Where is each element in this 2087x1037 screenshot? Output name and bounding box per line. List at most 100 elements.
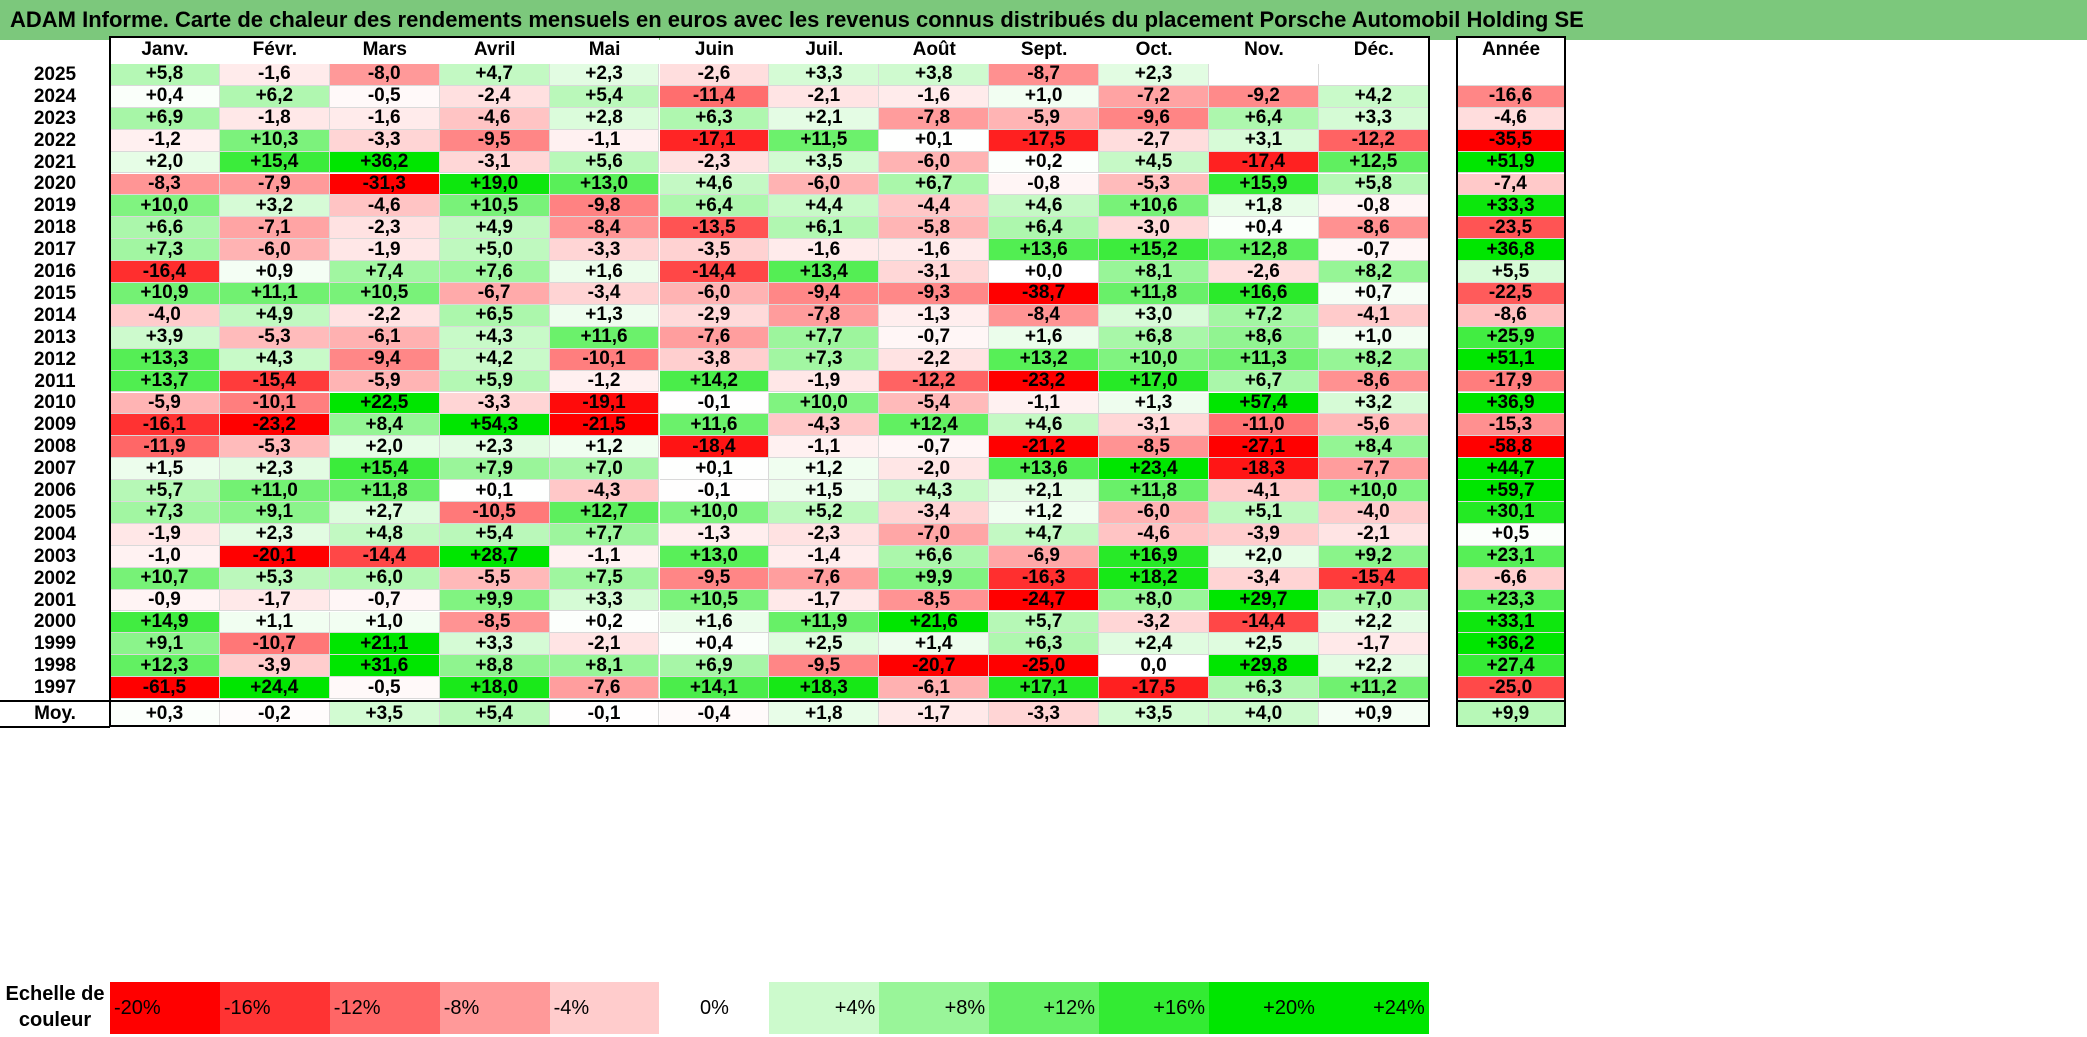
heatmap-cell: +4,2	[1318, 85, 1429, 108]
month-header-9: Sept.	[989, 36, 1100, 64]
heatmap-cell: +2,8	[549, 107, 660, 130]
heatmap-cell: -9,2	[1209, 85, 1319, 108]
heatmap-cell: -6,9	[989, 545, 1100, 568]
heatmap-cell: +7,7	[769, 326, 880, 349]
heatmap-cell: -3,1	[1099, 414, 1209, 437]
heatmap-cell: -1,9	[769, 370, 880, 393]
heatmap-cell: -1,1	[769, 436, 880, 459]
average-cell: +4,0	[1209, 702, 1319, 727]
heatmap-cell: +12,7	[549, 501, 660, 524]
heatmap-cell: +4,8	[329, 523, 440, 546]
heatmap-cell: -7,6	[659, 326, 770, 349]
heatmap-cell: -18,4	[659, 436, 770, 459]
heatmap-cell: +0,4	[659, 633, 770, 656]
heatmap-cell: +6,5	[439, 304, 550, 327]
heatmap-cell: +1,6	[989, 326, 1100, 349]
heatmap-cell: -4,6	[439, 107, 550, 130]
heatmap-cell: +17,0	[1099, 370, 1209, 393]
heatmap-cell: -7,1	[219, 217, 330, 240]
heatmap-cell: -5,6	[1318, 414, 1429, 437]
heatmap-cell: -9,4	[329, 348, 440, 371]
heatmap-cell: +28,7	[439, 545, 550, 568]
average-cell: +0,3	[110, 702, 220, 727]
heatmap-cell: -8,6	[1318, 217, 1429, 240]
year-label: 2015	[0, 283, 110, 305]
heatmap-cell: -5,5	[439, 567, 550, 590]
heatmap-cell: +4,4	[769, 195, 880, 218]
heatmap-cell: -6,0	[769, 173, 880, 196]
heatmap-cell: -9,3	[879, 282, 990, 305]
heatmap-cell: -3,0	[1099, 217, 1209, 240]
heatmap-cell: +29,7	[1209, 589, 1319, 612]
heatmap-cell: -1,1	[989, 392, 1100, 415]
heatmap-cell: -5,3	[1099, 173, 1209, 196]
heatmap-cell: -4,0	[1318, 501, 1429, 524]
color-scale-swatch: -20%	[110, 982, 220, 1034]
heatmap-cell: -3,4	[879, 501, 990, 524]
heatmap-cell: -2,4	[439, 85, 550, 108]
heatmap-cell: +11,3	[1209, 348, 1319, 371]
heatmap-cell: +5,7	[110, 480, 220, 502]
average-cell: -0,1	[549, 702, 660, 727]
heatmap-cell: -15,4	[1318, 567, 1429, 590]
heatmap-cell: -1,6	[769, 239, 880, 262]
heatmap-cell: +15,2	[1099, 239, 1209, 262]
heatmap-cell: +6,4	[1209, 107, 1319, 130]
heatmap-cell: +11,1	[219, 282, 330, 305]
heatmap-cell: -7,2	[1099, 85, 1209, 108]
heatmap-cell	[1209, 64, 1319, 86]
heatmap-cell: +6,4	[659, 195, 770, 218]
heatmap-cell: +6,4	[989, 217, 1100, 240]
heatmap-cell: -2,3	[659, 151, 770, 174]
month-header-12: Déc.	[1318, 36, 1429, 64]
heatmap-cell: -4,3	[549, 480, 660, 502]
heatmap-cell: -2,9	[659, 304, 770, 327]
heatmap-cell: +12,5	[1318, 151, 1429, 174]
annual-cell: -23,5	[1457, 217, 1565, 240]
heatmap-cell: +13,3	[110, 348, 220, 371]
year-label: 2002	[0, 568, 110, 590]
annual-cell: +59,7	[1457, 480, 1565, 502]
heatmap-cell: +0,9	[219, 261, 330, 283]
heatmap-cell: +3,9	[110, 326, 220, 349]
month-header-4: Avril	[439, 36, 550, 64]
heatmap-cell: +12,3	[110, 655, 220, 678]
heatmap-cell: -1,9	[110, 523, 220, 546]
heatmap-cell: +1,0	[329, 611, 440, 634]
month-header-8: Août	[879, 36, 990, 64]
heatmap-cell: -3,4	[1209, 567, 1319, 590]
heatmap-cell: -9,5	[659, 567, 770, 590]
heatmap-cell: -7,6	[549, 677, 660, 700]
heatmap-cell: +3,2	[219, 195, 330, 218]
heatmap-cell: +2,7	[329, 501, 440, 524]
year-label: 2019	[0, 195, 110, 218]
average-separator	[0, 700, 110, 703]
heatmap-cell: -16,3	[989, 567, 1100, 590]
heatmap-cell: +11,8	[329, 480, 440, 502]
year-label: 2003	[0, 546, 110, 568]
heatmap-cell: +0,4	[110, 85, 220, 108]
year-label: 2010	[0, 392, 110, 415]
heatmap-cell: +2,0	[329, 436, 440, 459]
color-scale-label: Echelle de couleur	[5, 983, 105, 1031]
month-header-2: Févr.	[219, 36, 330, 64]
heatmap-cell: +6,9	[110, 107, 220, 130]
heatmap-cell: -0,8	[989, 173, 1100, 196]
year-label: 2011	[0, 371, 110, 393]
heatmap-cell: +1,0	[989, 85, 1100, 108]
year-label: 2012	[0, 349, 110, 371]
heatmap-cell: +5,4	[439, 523, 550, 546]
heatmap-cell: -17,5	[989, 129, 1100, 152]
heatmap-cell: +1,6	[659, 611, 770, 634]
heatmap-cell: +1,1	[219, 611, 330, 634]
heatmap-cell: +0,7	[1318, 282, 1429, 305]
heatmap-cell: +13,6	[989, 239, 1100, 262]
heatmap-cell: +11,5	[769, 129, 880, 152]
average-cell: -0,2	[219, 702, 330, 727]
annual-cell: +25,9	[1457, 326, 1565, 349]
heatmap-cell: -3,3	[439, 392, 550, 415]
heatmap-cell: -3,2	[1099, 611, 1209, 634]
annual-cell: +36,2	[1457, 633, 1565, 656]
heatmap-cell: +3,3	[1318, 107, 1429, 130]
heatmap-cell: +3,2	[1318, 392, 1429, 415]
